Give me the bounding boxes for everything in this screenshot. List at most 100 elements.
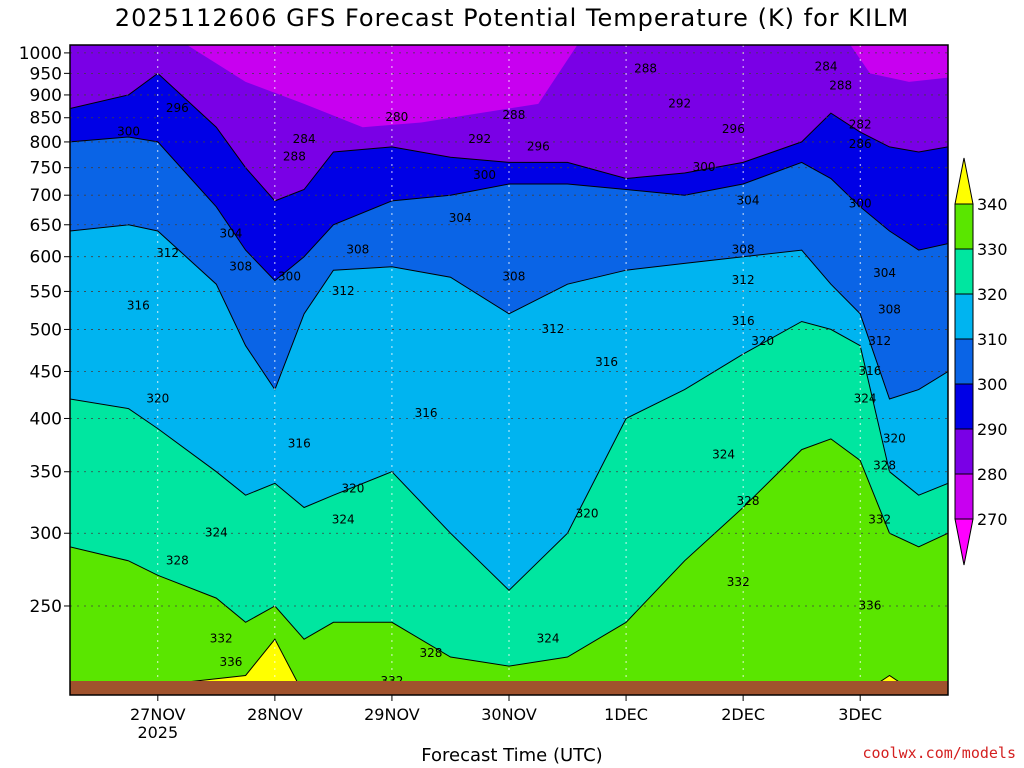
isentrope-330: [70, 438, 948, 667]
colorbar-label: 310: [977, 330, 1008, 349]
colorbar-segment: [954, 473, 974, 520]
contour-label: 328: [166, 553, 189, 567]
contour-label: 300: [278, 270, 301, 284]
x-tick-sublabel: 2025: [137, 723, 178, 742]
contour-label: 296: [166, 101, 189, 115]
contour-label: 312: [541, 322, 564, 336]
contour-label: 300: [117, 125, 140, 139]
contour-label: 288: [502, 108, 525, 122]
contour-label: 292: [468, 132, 491, 146]
colorbar-segment: [954, 428, 974, 475]
y-tick-label: 500: [30, 320, 62, 340]
contour-label: 308: [502, 270, 525, 284]
x-tick-label: 1DEC: [604, 705, 648, 724]
chart-title: 2025112606 GFS Forecast Potential Temper…: [114, 4, 910, 32]
contour-label: 296: [722, 122, 745, 136]
contour-labels: 336 332 332 328 324 328 324 324 320 320 332 336 328 3…: [117, 60, 906, 688]
contour-label: 316: [732, 314, 755, 328]
band-270-280-east: [850, 45, 948, 82]
contour-label: 284: [293, 132, 316, 146]
colorbar-segment: [954, 203, 974, 250]
contour-label: 292: [668, 96, 691, 110]
contour-label: 324: [537, 632, 560, 646]
contour-label: 296: [527, 139, 550, 153]
colorbar-label: 330: [977, 240, 1008, 259]
contour-label: 300: [693, 160, 716, 174]
contour-label: 300: [473, 168, 496, 182]
contour-label: 320: [146, 391, 169, 405]
contour-label: 316: [859, 364, 882, 378]
colorbar-top-arrow: [954, 157, 974, 205]
contour-label: 336: [220, 655, 243, 669]
y-tick-label: 600: [30, 248, 62, 268]
contour-label: 304: [873, 266, 896, 280]
contour-label: 308: [229, 259, 252, 273]
contour-label: 312: [868, 334, 891, 348]
contour-label: 288: [634, 62, 657, 76]
colorbar-label: 300: [977, 375, 1008, 394]
contour-label: 320: [883, 431, 906, 445]
contour-label: 312: [732, 273, 755, 287]
colorbar-segment: [954, 338, 974, 385]
x-tick-label: 28NOV: [247, 705, 303, 724]
y-tick-label: 250: [30, 597, 62, 617]
x-tick-label: 30NOV: [481, 705, 537, 724]
contour-label: 320: [341, 482, 364, 496]
y-tick-label: 350: [30, 463, 62, 483]
contour-label: 282: [849, 117, 872, 131]
x-tick-label: 2DEC: [721, 705, 765, 724]
y-tick-label: 450: [30, 362, 62, 382]
colorbar-segment: [954, 293, 974, 340]
x-tick-label: 27NOV: [130, 705, 186, 724]
contour-label: 280: [385, 110, 408, 124]
colorbar-label: 320: [977, 285, 1008, 304]
contour-label: 332: [727, 575, 750, 589]
y-tick-label: 750: [30, 159, 62, 179]
contour-label: 324: [854, 391, 877, 405]
x-tick-label: 29NOV: [364, 705, 420, 724]
contour-label: 304: [737, 193, 760, 207]
contour-label: 316: [595, 355, 618, 369]
y-tick-label: 850: [30, 109, 62, 129]
contour-label: 308: [732, 243, 755, 257]
contour-label: 324: [332, 513, 355, 527]
colorbar-segment: [954, 248, 974, 295]
contour-label: 316: [127, 299, 150, 313]
contour-label: 312: [156, 246, 179, 260]
contour-label: 332: [868, 513, 891, 527]
contour-label: 328: [873, 459, 896, 473]
contour-label: 324: [712, 447, 735, 461]
contour-label: 316: [415, 406, 438, 420]
contour-label: 328: [737, 494, 760, 508]
colorbar-label: 270: [977, 510, 1008, 529]
y-tick-label: 300: [30, 524, 62, 544]
colorbar-label: 280: [977, 465, 1008, 484]
x-tick-label: 3DEC: [838, 705, 882, 724]
contour-label: 320: [576, 506, 599, 520]
contour-label: 316: [288, 437, 311, 451]
colorbar-bottom-arrow: [954, 518, 974, 566]
y-tick-label: 700: [30, 186, 62, 206]
colorbar: 340 330 320 310 300 290 280 270: [954, 157, 1008, 566]
contour-label: 288: [829, 79, 852, 93]
contour-label: 320: [751, 334, 774, 348]
contour-label: 308: [346, 243, 369, 257]
y-tick-label: 800: [30, 133, 62, 153]
contour-label: 304: [220, 227, 243, 241]
y-tick-label: 950: [30, 64, 62, 84]
colorbar-label: 290: [977, 420, 1008, 439]
contour-label: 288: [283, 150, 306, 164]
colorbar-segment: [954, 383, 974, 430]
contour-label: 328: [420, 646, 443, 660]
band-270-280: [187, 45, 578, 128]
band-330: [70, 438, 948, 695]
isentrope-320: [70, 320, 948, 591]
contour-label: 304: [449, 211, 472, 225]
contour-label: 332: [210, 632, 233, 646]
y-tick-label: 550: [30, 282, 62, 302]
contour-label: 286: [849, 137, 872, 151]
contour-label: 284: [815, 60, 838, 74]
